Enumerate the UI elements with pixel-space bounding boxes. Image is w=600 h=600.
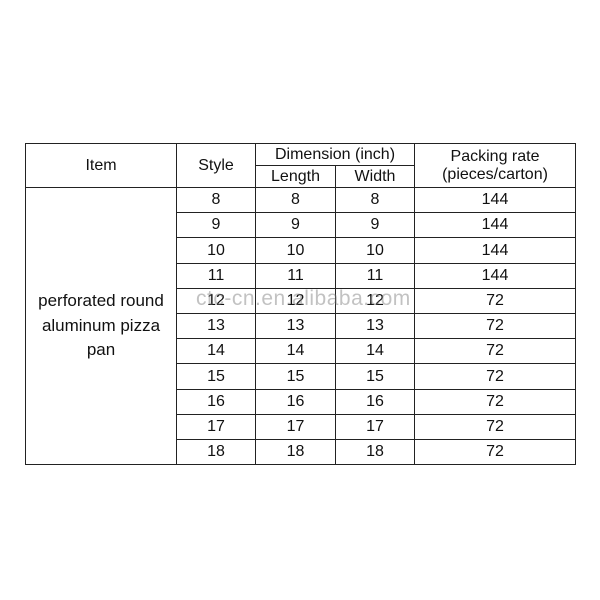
cell-width: 10 bbox=[334, 237, 416, 264]
cell-width: 14 bbox=[334, 338, 416, 365]
cell-packing: 72 bbox=[414, 338, 577, 365]
cell-packing: 144 bbox=[414, 212, 577, 239]
header-length: Length bbox=[255, 165, 336, 188]
item-name-line: aluminum pizza bbox=[41, 315, 161, 335]
header-style: Style bbox=[176, 143, 256, 188]
item-name-line: pan bbox=[86, 340, 116, 360]
cell-style: 15 bbox=[176, 363, 256, 390]
cell-length: 18 bbox=[255, 438, 336, 466]
cell-packing: 72 bbox=[414, 413, 577, 440]
cell-width: 18 bbox=[334, 438, 416, 466]
cell-length: 17 bbox=[255, 413, 336, 440]
table-row: perforated round aluminum pizza pan 8 8 8 144 bbox=[25, 186, 577, 466]
cell-length: 14 bbox=[255, 338, 336, 365]
table-row: 17 17 17 72 bbox=[26, 413, 577, 440]
cell-style: 18 bbox=[176, 438, 256, 466]
cell-style: 17 bbox=[176, 413, 256, 440]
cell-length: 8 bbox=[255, 186, 336, 214]
item-name-line: perforated round bbox=[38, 291, 164, 311]
cell-style: 13 bbox=[176, 312, 256, 340]
cell-style: 9 bbox=[176, 212, 256, 239]
cell-length: 15 bbox=[255, 363, 336, 390]
cell-packing: 72 bbox=[414, 312, 577, 340]
cell-style: 14 bbox=[176, 338, 256, 365]
cell-length: 13 bbox=[255, 312, 336, 340]
header-packing-rate: Packing rate (pieces/carton) bbox=[414, 143, 577, 188]
cell-style: 8 bbox=[176, 186, 256, 214]
cell-width: 13 bbox=[334, 312, 416, 340]
header-width: Width bbox=[334, 165, 416, 188]
cell-length: 12 bbox=[255, 287, 336, 314]
cell-width: 12 bbox=[334, 287, 416, 314]
cell-packing: 72 bbox=[414, 363, 577, 390]
cell-packing: 144 bbox=[414, 186, 577, 214]
table-row: 12 12 12 72 bbox=[26, 287, 577, 314]
header-dimension: Dimension (inch) bbox=[254, 143, 416, 166]
cell-width: 16 bbox=[334, 388, 416, 415]
table-row: 9 9 9 144 bbox=[26, 212, 577, 239]
cell-packing: 72 bbox=[414, 438, 577, 466]
cell-style: 10 bbox=[176, 237, 256, 264]
cell-width: 17 bbox=[334, 413, 416, 440]
cell-width: 11 bbox=[334, 262, 416, 289]
cell-packing: 144 bbox=[414, 237, 577, 264]
header-packing-line1: Packing rate bbox=[450, 147, 540, 165]
cell-style: 11 bbox=[176, 262, 256, 289]
header-packing-line2: (pieces/carton) bbox=[442, 165, 548, 183]
cell-length: 9 bbox=[255, 212, 336, 239]
table-row: 14 14 14 72 bbox=[26, 338, 577, 365]
cell-length: 16 bbox=[255, 388, 336, 415]
table-row: 18 18 18 72 bbox=[26, 438, 577, 466]
cell-style: 12 bbox=[176, 287, 256, 314]
cell-width: 15 bbox=[334, 363, 416, 390]
cell-packing: 144 bbox=[414, 262, 577, 289]
cell-width: 8 bbox=[334, 186, 416, 214]
cell-packing: 72 bbox=[414, 287, 577, 314]
item-name-cell: perforated round aluminum pizza pan bbox=[25, 186, 177, 466]
cell-length: 10 bbox=[255, 237, 336, 264]
cell-length: 11 bbox=[255, 262, 336, 289]
product-spec-table: Item Style Dimension (inch) Packing rate… bbox=[25, 143, 577, 466]
table-row: 13 13 13 72 bbox=[26, 312, 577, 340]
cell-packing: 72 bbox=[414, 388, 577, 415]
cell-style: 16 bbox=[176, 388, 256, 415]
cell-width: 9 bbox=[334, 212, 416, 239]
header-item: Item bbox=[25, 143, 177, 188]
